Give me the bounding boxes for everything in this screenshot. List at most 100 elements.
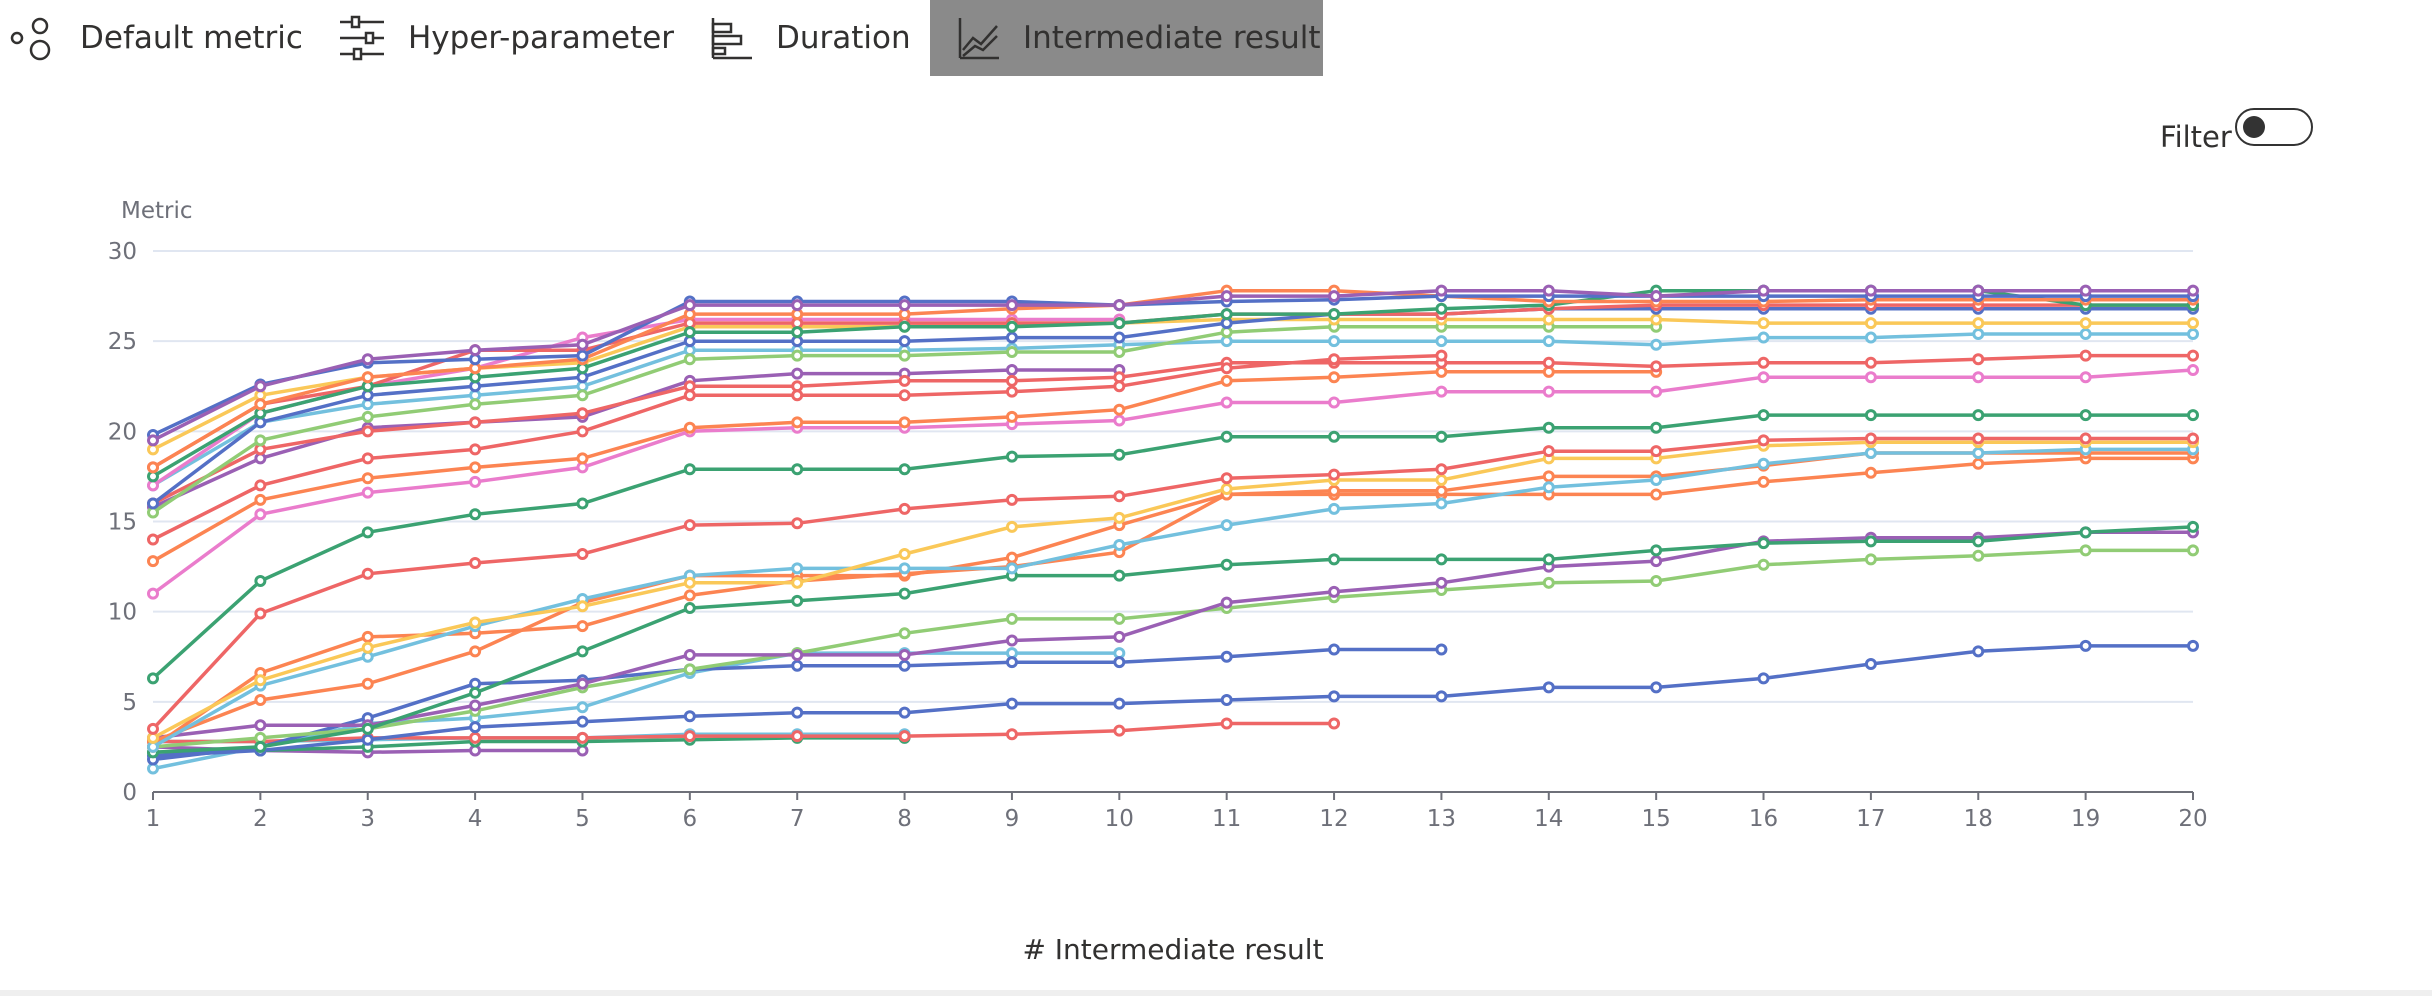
point xyxy=(1864,446,1877,459)
point xyxy=(1435,335,1448,348)
y-tick-label: 20 xyxy=(108,419,137,445)
point xyxy=(469,475,482,488)
point xyxy=(791,517,804,530)
point xyxy=(898,547,911,560)
point xyxy=(683,730,696,743)
point xyxy=(2187,520,2199,533)
x-tick-label: 16 xyxy=(1749,806,1778,832)
series-line xyxy=(152,530,2193,740)
point xyxy=(469,645,482,658)
point xyxy=(1542,313,1555,326)
y-tick-label: 25 xyxy=(108,329,137,355)
point xyxy=(791,416,804,429)
point xyxy=(1757,475,1770,488)
point xyxy=(1972,446,1985,459)
point xyxy=(1972,549,1985,562)
x-tick-label: 17 xyxy=(1856,806,1885,832)
point xyxy=(1220,396,1233,409)
point xyxy=(1113,630,1126,643)
point xyxy=(1435,484,1448,497)
point xyxy=(1005,493,1018,506)
point xyxy=(1220,717,1233,730)
point xyxy=(2079,327,2092,340)
point xyxy=(1220,430,1233,443)
filter-toggle[interactable] xyxy=(2235,108,2313,146)
point xyxy=(1650,575,1663,588)
point xyxy=(791,730,804,743)
point xyxy=(469,344,482,357)
point xyxy=(147,497,159,510)
point xyxy=(2187,327,2199,340)
point xyxy=(576,701,589,714)
x-tick-label: 13 xyxy=(1427,806,1456,832)
tab[interactable]: Hyper-parameter xyxy=(338,0,694,76)
point xyxy=(683,648,696,661)
point xyxy=(1328,290,1341,303)
y-tick-label: 30 xyxy=(108,239,137,265)
point xyxy=(1435,385,1448,398)
point xyxy=(1005,450,1018,463)
point xyxy=(1650,313,1663,326)
point xyxy=(1650,488,1663,501)
point xyxy=(254,380,267,393)
point xyxy=(1220,374,1233,387)
point xyxy=(1113,331,1126,344)
point xyxy=(1757,558,1770,571)
point xyxy=(1435,474,1448,487)
series-line xyxy=(152,447,2193,749)
point xyxy=(361,486,374,499)
point xyxy=(361,410,374,423)
point xyxy=(469,443,482,456)
tab[interactable]: Default metric xyxy=(10,0,323,76)
point xyxy=(898,299,911,312)
point xyxy=(469,556,482,569)
point xyxy=(1435,553,1448,566)
point xyxy=(361,371,374,384)
point xyxy=(1972,284,1985,297)
point xyxy=(1435,430,1448,443)
bottom-border xyxy=(0,990,2432,996)
point xyxy=(1435,349,1448,362)
point xyxy=(1757,409,1770,422)
point xyxy=(1435,463,1448,476)
point xyxy=(361,452,374,465)
point xyxy=(254,694,267,707)
point xyxy=(1005,728,1018,741)
series-line xyxy=(151,306,2193,505)
series-line xyxy=(152,456,2193,744)
series-line xyxy=(152,288,2193,469)
point xyxy=(1220,472,1233,485)
point xyxy=(2079,317,2092,330)
point xyxy=(791,349,804,362)
point xyxy=(361,526,374,539)
point xyxy=(898,502,911,515)
point xyxy=(898,389,911,402)
point xyxy=(1328,502,1341,515)
point xyxy=(791,389,804,402)
tab-label: Hyper-parameter xyxy=(408,20,675,56)
point xyxy=(1864,371,1877,384)
point xyxy=(1113,448,1126,461)
point xyxy=(576,349,589,362)
point xyxy=(1972,371,1985,384)
point xyxy=(2079,349,2092,362)
point xyxy=(1220,362,1233,375)
tab-active[interactable]: Intermediate result xyxy=(930,0,1323,76)
point xyxy=(1650,474,1663,487)
point xyxy=(576,389,589,402)
point xyxy=(898,659,911,672)
point xyxy=(1328,585,1341,598)
tab[interactable]: Duration xyxy=(710,0,931,76)
point xyxy=(1328,553,1341,566)
point xyxy=(147,533,159,546)
point xyxy=(1220,650,1233,663)
series-line xyxy=(152,317,2193,451)
point xyxy=(1113,414,1126,427)
point xyxy=(1328,308,1341,321)
point xyxy=(683,519,696,532)
point xyxy=(1005,697,1018,710)
point xyxy=(898,562,911,575)
point xyxy=(1435,576,1448,589)
x-axis-title: # Intermediate result xyxy=(1022,933,1323,966)
